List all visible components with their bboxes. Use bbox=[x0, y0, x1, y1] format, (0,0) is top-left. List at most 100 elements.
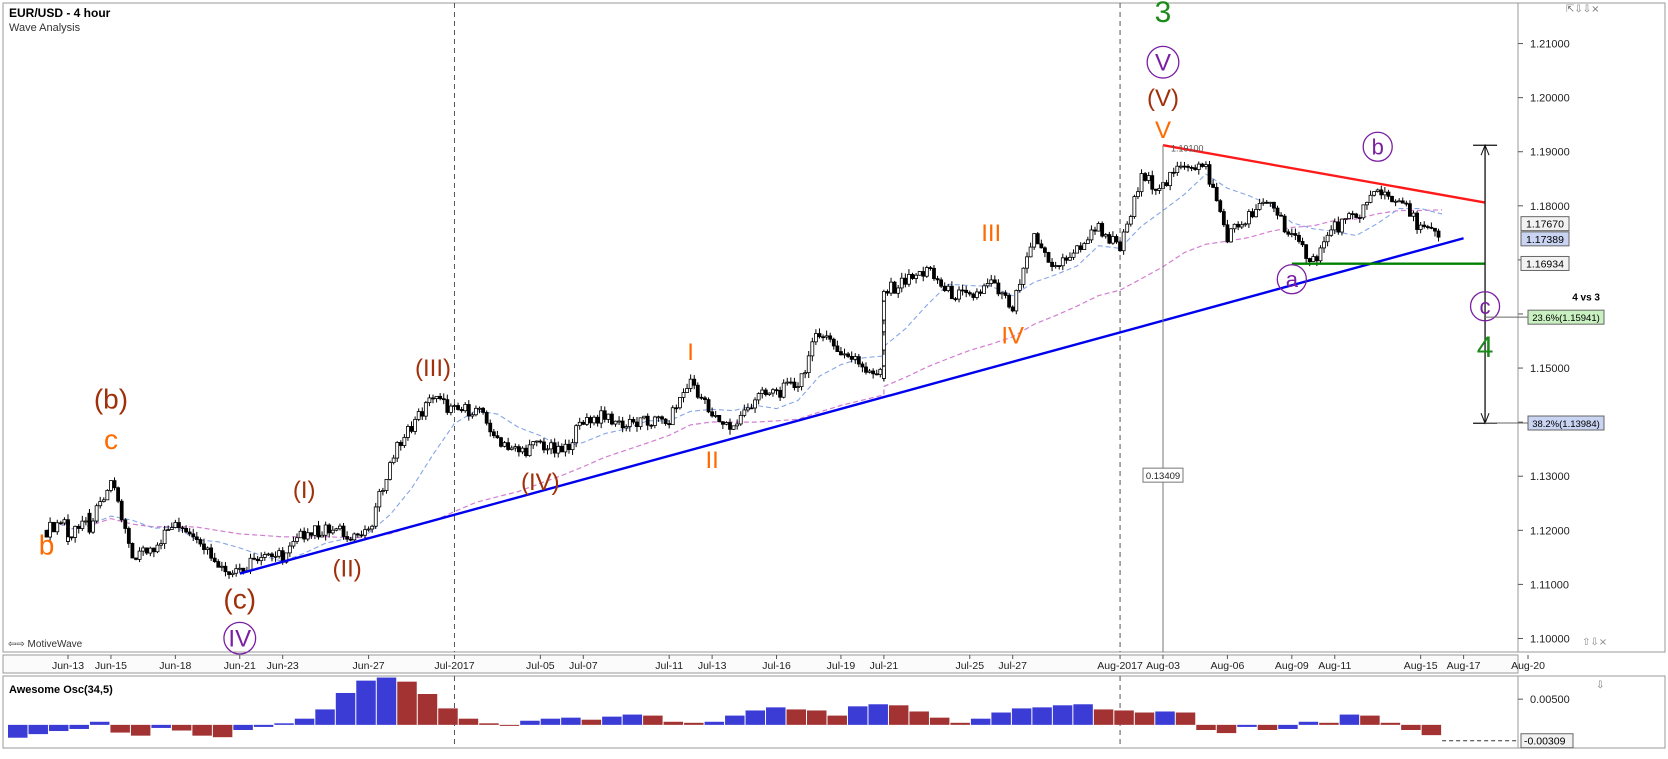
x-tick-label: Aug-17 bbox=[1447, 660, 1481, 672]
candle-body bbox=[710, 411, 715, 417]
oscillator-bar bbox=[1155, 711, 1175, 725]
window-controls-icon[interactable]: ⇱⇩⇩× bbox=[1566, 4, 1600, 15]
candle bbox=[1200, 162, 1205, 168]
candle-body bbox=[1139, 173, 1144, 193]
candle-body bbox=[151, 547, 156, 553]
candle bbox=[58, 520, 63, 526]
candle-body bbox=[384, 478, 389, 491]
candle-body bbox=[610, 413, 614, 425]
candle bbox=[1372, 191, 1377, 197]
candle-body bbox=[162, 529, 167, 545]
candle-body bbox=[1096, 223, 1101, 232]
candle bbox=[552, 438, 557, 458]
candle bbox=[1343, 218, 1348, 224]
candle bbox=[892, 280, 897, 294]
oscillator-bar bbox=[253, 724, 274, 727]
candle bbox=[194, 531, 199, 544]
scroll-arrows-icon[interactable]: ⇧⇩× bbox=[1582, 637, 1608, 648]
candle bbox=[1336, 216, 1341, 235]
candle bbox=[1093, 226, 1097, 236]
candle bbox=[177, 517, 181, 533]
candle-body bbox=[892, 281, 897, 294]
candle-body bbox=[935, 278, 940, 281]
oscillator-bar bbox=[1421, 724, 1442, 736]
candle-body bbox=[1053, 265, 1058, 267]
candle-body bbox=[341, 525, 346, 537]
candle-body bbox=[527, 444, 532, 457]
candle bbox=[1132, 194, 1137, 219]
candle bbox=[438, 393, 443, 401]
candle-body bbox=[717, 415, 722, 423]
candle bbox=[491, 428, 496, 439]
wave-label: a bbox=[1286, 267, 1299, 292]
candle-body bbox=[1386, 191, 1391, 197]
x-tick-label: Jul-07 bbox=[569, 660, 598, 672]
candle-body bbox=[359, 534, 364, 537]
candle-body bbox=[663, 418, 668, 424]
candle-body bbox=[141, 547, 146, 552]
candle-body bbox=[348, 538, 353, 541]
candle bbox=[527, 439, 532, 457]
oscillator-bar bbox=[110, 724, 130, 733]
candle bbox=[635, 417, 639, 432]
projection-arrow bbox=[1480, 143, 1490, 156]
candle bbox=[563, 439, 568, 457]
candle bbox=[1347, 211, 1351, 220]
candle-body bbox=[746, 407, 750, 411]
candle-body bbox=[1050, 261, 1054, 267]
candle bbox=[885, 289, 890, 296]
candle-body bbox=[1046, 252, 1051, 263]
candle bbox=[1254, 204, 1258, 218]
wave-label: (IV) bbox=[521, 469, 560, 496]
oscillator-bar bbox=[1114, 710, 1134, 725]
candle bbox=[191, 528, 196, 542]
candle bbox=[996, 279, 1001, 297]
candle bbox=[520, 446, 525, 455]
oscillator-bar bbox=[1380, 722, 1401, 725]
candle-body bbox=[431, 397, 435, 400]
candle-body bbox=[1078, 245, 1083, 250]
candle-body bbox=[1307, 258, 1312, 263]
candle bbox=[373, 502, 378, 530]
candle bbox=[1340, 218, 1344, 236]
candle bbox=[1143, 171, 1148, 182]
candle bbox=[384, 478, 389, 494]
chart-title: EUR/USD - 4 hour bbox=[9, 6, 111, 20]
x-tick-label: Jun-21 bbox=[224, 660, 256, 672]
candle-body bbox=[287, 545, 292, 554]
candle bbox=[488, 419, 493, 437]
candle-body bbox=[1032, 233, 1037, 248]
candle-body bbox=[334, 528, 339, 531]
candle bbox=[1382, 187, 1387, 200]
y-tick-label: 1.19000 bbox=[1530, 147, 1570, 159]
candle bbox=[55, 519, 60, 535]
candle bbox=[567, 439, 571, 454]
dropdown-icon[interactable]: ⇩ bbox=[1596, 680, 1605, 691]
candle-body bbox=[531, 441, 536, 446]
candle bbox=[123, 518, 128, 534]
candle-body bbox=[824, 335, 829, 338]
candle bbox=[1350, 210, 1355, 220]
candle bbox=[459, 406, 464, 413]
candle-body bbox=[91, 520, 95, 533]
candle bbox=[363, 525, 367, 540]
oscillator-bar bbox=[438, 708, 458, 725]
candle bbox=[1207, 160, 1212, 187]
candle-body bbox=[1361, 204, 1366, 219]
candle-body bbox=[724, 422, 729, 425]
candle-body bbox=[728, 422, 732, 430]
candle-body bbox=[1314, 256, 1319, 262]
candle-body bbox=[119, 500, 124, 521]
candle bbox=[466, 400, 471, 421]
candle-body bbox=[1043, 247, 1047, 253]
oscillator-bar bbox=[602, 716, 622, 725]
candle-body bbox=[1089, 229, 1094, 241]
candle-body bbox=[720, 421, 725, 425]
candle bbox=[803, 369, 808, 379]
candle bbox=[967, 290, 972, 297]
oscillator-bar bbox=[663, 721, 684, 725]
candle-body bbox=[459, 409, 464, 412]
oscillator-bar bbox=[1298, 721, 1319, 725]
candle-body bbox=[831, 338, 836, 347]
candle-body bbox=[481, 407, 485, 413]
